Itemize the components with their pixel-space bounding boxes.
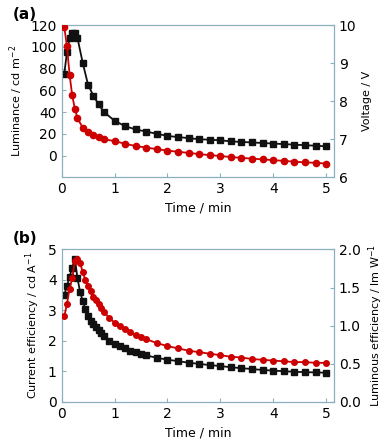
Text: (b): (b) [13, 231, 37, 246]
X-axis label: Time / min: Time / min [165, 426, 231, 439]
Y-axis label: Voltage / V: Voltage / V [362, 71, 372, 131]
Y-axis label: Luminous efficiency / lm W$^{-1}$: Luminous efficiency / lm W$^{-1}$ [367, 244, 385, 407]
X-axis label: Time / min: Time / min [165, 202, 231, 215]
Y-axis label: Luminance / cd m$^{-2}$: Luminance / cd m$^{-2}$ [7, 45, 25, 157]
Text: (a): (a) [13, 7, 37, 22]
Y-axis label: Current efficiency / cd A$^{-1}$: Current efficiency / cd A$^{-1}$ [24, 252, 42, 399]
